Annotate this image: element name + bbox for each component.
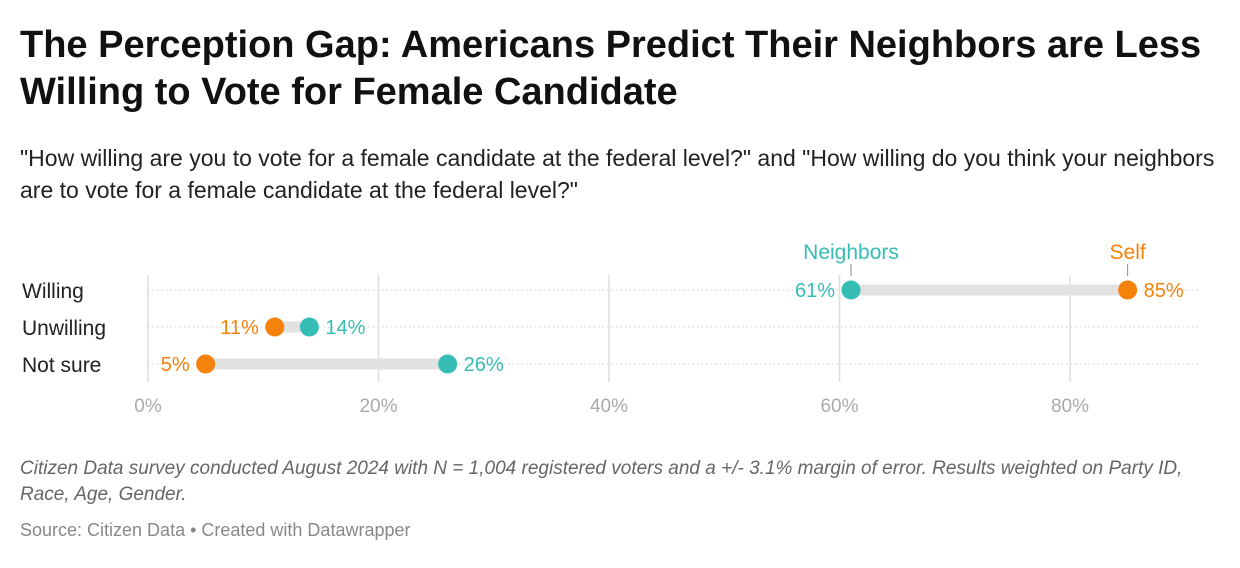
category-label: Not sure	[22, 354, 101, 377]
legend-label-self: Self	[1110, 241, 1146, 264]
value-label: 14%	[325, 317, 365, 339]
dot-plot: 0% 20% 40% 60% 80% Willing 61% Neighbors 85% Self…	[22, 241, 1198, 417]
dot-neighbors	[841, 280, 861, 300]
chart-subtitle: "How willing are you to vote for a femal…	[20, 145, 1215, 203]
value-label: 11%	[220, 317, 259, 339]
value-label: 61%	[795, 280, 835, 302]
x-tick-label: 80%	[1051, 396, 1089, 417]
x-tick-label: 40%	[590, 396, 628, 417]
x-tick-label: 0%	[134, 396, 162, 417]
x-tick-label: 20%	[359, 396, 397, 417]
value-label: 85%	[1144, 280, 1184, 302]
value-label: 26%	[464, 354, 504, 376]
dot-self	[265, 317, 285, 337]
category-label: Unwilling	[22, 317, 106, 340]
x-tick-label: 60%	[820, 396, 858, 417]
chart-title: The Perception Gap: Americans Predict Th…	[20, 24, 1202, 113]
dot-neighbors	[438, 354, 458, 374]
chart-notes: Citizen Data survey conducted August 202…	[20, 458, 1183, 505]
dot-neighbors	[299, 317, 319, 337]
dot-self	[1118, 280, 1138, 300]
category-label: Willing	[22, 280, 84, 303]
chart-source: Source: Citizen Data • Created with Data…	[20, 520, 411, 540]
value-label: 5%	[161, 354, 190, 376]
legend-label-neighbors: Neighbors	[803, 241, 899, 264]
dot-self	[196, 354, 216, 374]
